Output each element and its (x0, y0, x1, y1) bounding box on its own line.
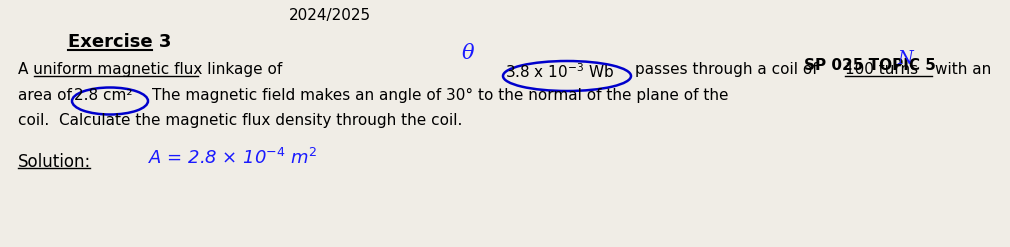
Text: 2024/2025: 2024/2025 (289, 8, 371, 23)
Text: passes through a coil of: passes through a coil of (635, 62, 818, 77)
Text: The magnetic field makes an angle of 30° to the normal of the plane of the: The magnetic field makes an angle of 30°… (152, 88, 728, 103)
Text: coil.  Calculate the magnetic flux density through the coil.: coil. Calculate the magnetic flux densit… (18, 113, 463, 128)
Text: Exercise 3: Exercise 3 (68, 33, 172, 51)
Text: 100 turns: 100 turns (845, 62, 918, 77)
Text: A uniform magnetic flux linkage of: A uniform magnetic flux linkage of (18, 62, 282, 77)
Text: area of: area of (18, 88, 72, 103)
Text: 2.8 cm²: 2.8 cm² (74, 88, 132, 103)
Text: 3.8 x 10$^{-3}$ Wb: 3.8 x 10$^{-3}$ Wb (505, 62, 614, 81)
Text: θ: θ (462, 44, 475, 63)
Text: A = 2.8 $\times$ 10$^{-4}$ m$^{2}$: A = 2.8 $\times$ 10$^{-4}$ m$^{2}$ (148, 148, 317, 168)
Text: Solution:: Solution: (18, 153, 91, 171)
Text: with an: with an (935, 62, 991, 77)
Text: N: N (897, 50, 913, 68)
Text: SP 025 TOPIC 5: SP 025 TOPIC 5 (804, 58, 936, 73)
